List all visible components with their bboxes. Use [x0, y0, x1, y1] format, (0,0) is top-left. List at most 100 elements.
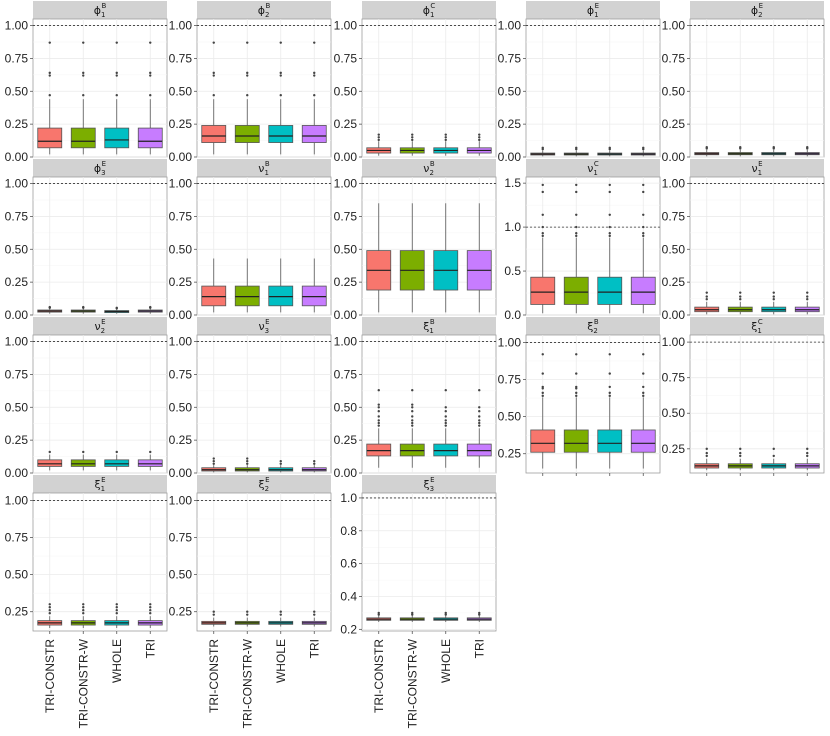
- y-tick-label: 0.50: [662, 406, 686, 420]
- outlier-point: [149, 94, 152, 97]
- box-tri-constr: [530, 183, 556, 314]
- outlier-point: [608, 183, 611, 187]
- y-tick-label: 0.25: [5, 605, 29, 619]
- y-tick-label: 1.00: [169, 493, 193, 507]
- plot-area: [196, 492, 332, 632]
- box-tri: [466, 203, 492, 313]
- outlier-point: [313, 613, 316, 616]
- plot-area: [361, 492, 497, 632]
- box-tri: [794, 447, 820, 471]
- outlier-point: [313, 459, 316, 463]
- facet-superscript: E: [759, 2, 763, 10]
- y-tick-label: 0.75: [5, 531, 29, 545]
- facet-strip-label: ϕ1C: [423, 2, 436, 19]
- facet-panel: ν3E 0.00 0.25 0.50 0.75 1.00: [169, 317, 332, 480]
- outlier-point: [575, 232, 578, 235]
- plot-area: [32, 176, 168, 316]
- facet-strip-label: ν3E: [258, 318, 269, 335]
- outlier-point: [411, 133, 414, 136]
- outlier-point: [575, 372, 578, 375]
- outlier-point: [48, 603, 51, 606]
- outlier-point: [246, 459, 249, 463]
- facet-symbol: ν: [751, 162, 757, 175]
- box-tri: [630, 353, 656, 469]
- facet-symbol: ν: [258, 162, 264, 175]
- outlier-point: [377, 403, 380, 406]
- y-tick-label: 1.00: [169, 19, 193, 33]
- outlier-point: [313, 610, 316, 613]
- outlier-point: [739, 145, 742, 149]
- outlier-point: [313, 74, 316, 77]
- outlier-point: [541, 213, 544, 216]
- outlier-point: [541, 391, 544, 395]
- box-tri-constr: [201, 457, 227, 473]
- outlier-point: [149, 71, 152, 75]
- box-whole: [104, 306, 130, 314]
- outlier-point: [478, 138, 481, 142]
- facet-strip: [526, 159, 660, 177]
- box-tri: [301, 459, 327, 473]
- facet-panel: ξ1E 0.25 0.50 0.75 1.00: [5, 475, 168, 634]
- box-body: [563, 276, 589, 305]
- box-body: [366, 443, 392, 457]
- outlier-point: [246, 74, 249, 77]
- outlier-point: [377, 406, 380, 409]
- facet-strip: [362, 475, 496, 493]
- facet-subscript: 1: [264, 169, 268, 177]
- outlier-point: [541, 394, 544, 398]
- outlier-point: [705, 447, 708, 451]
- y-tick-label: 0.00: [5, 466, 29, 480]
- y-tick-label: 0.25: [169, 605, 193, 619]
- box-whole: [433, 611, 459, 622]
- outlier-point: [149, 611, 152, 615]
- outlier-point: [377, 421, 380, 425]
- box-tri-constr: [694, 145, 720, 157]
- outlier-point: [212, 462, 215, 465]
- outlier-point: [478, 424, 481, 427]
- outlier-point: [541, 232, 544, 235]
- y-tick-label: 0.75: [169, 367, 193, 381]
- box-body: [563, 429, 589, 453]
- facet-subscript: 3: [430, 485, 434, 493]
- outlier-point: [541, 183, 544, 187]
- outlier-point: [115, 609, 118, 612]
- facet-superscript: B: [430, 160, 435, 168]
- outlier-point: [212, 459, 215, 463]
- y-tick-label: 0.00: [334, 466, 358, 480]
- outlier-point: [246, 462, 249, 465]
- y-tick-label: 0.25: [5, 275, 29, 289]
- x-axis-labels: TRI-CONSTR TRI-CONSTR-W WHOLE TRI TRI-CONSTR…: [43, 638, 487, 728]
- outlier-point: [377, 138, 380, 142]
- facet-superscript: B: [430, 318, 435, 326]
- y-tick-label: 0.25: [662, 442, 686, 456]
- facet-strip-label: ν1C: [587, 160, 599, 177]
- outlier-point: [444, 406, 447, 409]
- y-tick-label: 0.75: [5, 367, 29, 381]
- outlier-point: [246, 71, 249, 75]
- box-tri-constr-w: [70, 603, 96, 629]
- outlier-point: [48, 305, 51, 309]
- box-tri-constr: [530, 353, 556, 469]
- outlier-point: [575, 225, 578, 229]
- facet-symbol: ν: [423, 162, 429, 175]
- y-tick-label: 0.50: [498, 84, 522, 98]
- box-whole: [268, 258, 294, 313]
- y-tick-label: 0.75: [662, 209, 686, 223]
- outlier-point: [739, 291, 742, 294]
- box-tri-constr-w: [399, 133, 425, 156]
- facet-panel: ν2B 0.00 0.25 0.50 0.75 1.00: [334, 159, 497, 322]
- facet-strip-label: ϕ1E: [587, 2, 599, 19]
- facet-strip-label: ν2B: [423, 160, 435, 177]
- box-whole: [761, 291, 787, 315]
- y-tick-label: 0.75: [334, 51, 358, 65]
- facet-subscript: 3: [101, 169, 105, 177]
- box-tri-constr-w: [563, 183, 589, 314]
- outlier-point: [115, 41, 118, 44]
- outlier-point: [115, 606, 118, 609]
- facet-panel: ϕ3E 0.00 0.25 0.50 0.75 1.00: [5, 159, 168, 322]
- outlier-point: [411, 611, 414, 615]
- box-tri: [466, 133, 492, 156]
- x-category-label: TRI-CONSTR-W: [76, 638, 90, 728]
- facet-superscript: C: [594, 160, 599, 168]
